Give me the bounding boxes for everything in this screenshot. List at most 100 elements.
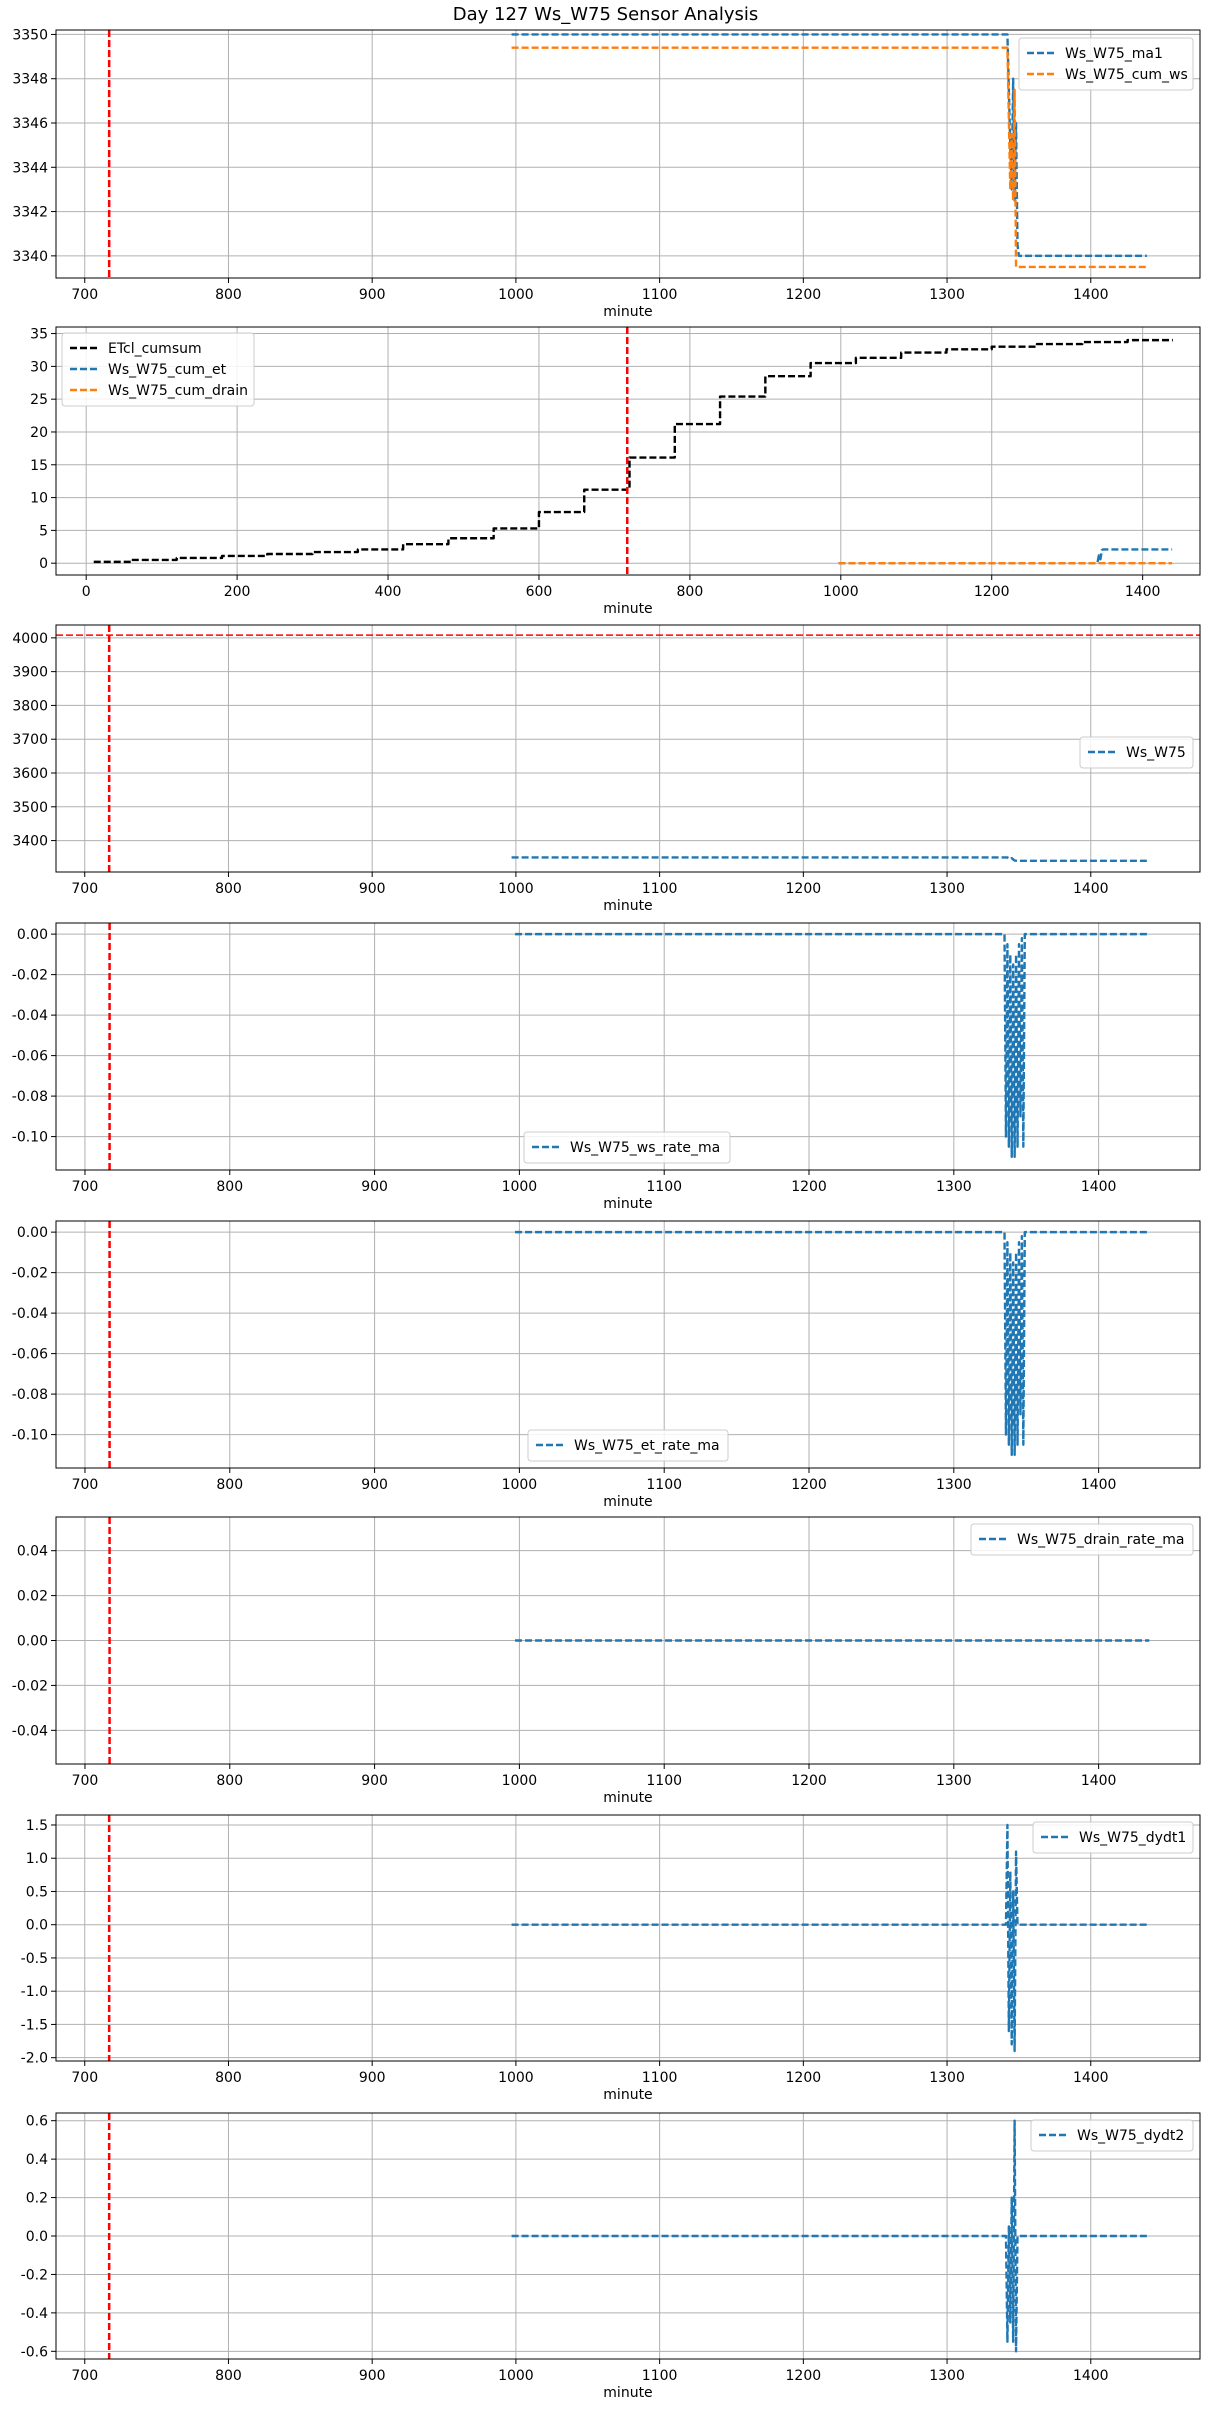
y-tick-label: -1.5 [21,2017,48,2033]
plot-area [107,30,1147,278]
x-axis-label: minute [603,601,652,617]
x-axis-label: minute [603,2087,652,2103]
y-tick-label: 1.0 [26,1851,48,1867]
x-tick-label: 1300 [936,1179,972,1195]
y-tick-label: -0.08 [12,1089,48,1105]
series-line-ws-w75-dydt1 [511,1823,1147,2053]
x-tick-label: 1100 [642,2070,678,2086]
axes-frame [55,922,1201,1171]
x-tick-label: 700 [71,2070,98,2086]
legend[interactable]: Ws_W75_dydt2 [1030,2119,1194,2152]
x-tick-label: 600 [526,584,553,600]
legend[interactable]: Ws_W75 [1079,736,1194,769]
x-tick-label: 900 [359,2368,386,2384]
y-tick-label: -0.2 [21,2267,48,2283]
x-tick-label: 1000 [498,287,534,303]
x-tick-label: 1000 [498,2070,534,2086]
legend-box [527,1429,729,1462]
x-tick-label: 800 [216,1179,243,1195]
x-tick-label: 700 [71,287,98,303]
plot-area [56,625,1200,872]
axes-frame [55,29,1201,279]
y-tick-label: 0.0 [26,1918,48,1934]
x-tick-label: 1400 [1125,584,1161,600]
x-tick-label: 1300 [929,2070,965,2086]
y-tick-label: 0.4 [26,2152,48,2168]
y-tick-label: -0.06 [12,1049,48,1065]
x-axis-label: minute [603,898,652,914]
y-tick-label: 1.5 [26,1818,48,1834]
x-tick-label: 700 [71,881,98,897]
y-tick-label: 20 [30,425,48,441]
x-tick-label: 700 [72,1773,99,1789]
x-tick-label: 800 [677,584,704,600]
x-tick-label: 900 [359,881,386,897]
y-tick-label: 0 [39,556,48,572]
y-tick-label: 0.04 [17,1544,48,1560]
legend-label: ETcl_cumsum [108,341,202,357]
legend[interactable]: Ws_W75_ma1 Ws_W75_cum_ws [1018,37,1194,91]
axes-frame [55,1220,1201,1469]
x-tick-label: 700 [72,1477,99,1493]
x-tick-label: 200 [224,584,251,600]
series-line-ws-w75-ws-rate-ma [515,932,1150,1159]
y-tick-label: 3600 [12,766,48,782]
series-line-etcl-cumsum [93,338,1173,564]
plot-area [108,1221,1150,1468]
y-tick-label: -1.0 [21,1984,48,2000]
y-tick-label: 3700 [12,732,48,748]
x-tick-label: 1100 [646,1773,682,1789]
legend-label: Ws_W75_cum_et [108,362,227,378]
x-tick-label: 1100 [642,2368,678,2384]
legend[interactable]: Ws_W75_ws_rate_ma [523,1131,731,1164]
y-tick-label: -0.5 [21,1951,48,1967]
legend-box [1030,2119,1194,2152]
legend[interactable]: Ws_W75_dydt1 [1032,1821,1194,1854]
y-tick-label: 3800 [12,698,48,714]
axes-frame [55,1814,1201,2062]
series-line-ws-w75-et-rate-ma [515,1230,1150,1457]
x-axis-label: minute [603,1196,652,1212]
x-tick-label: 1200 [786,2070,822,2086]
x-tick-label: 1000 [498,881,534,897]
y-tick-label: 3342 [12,205,48,221]
x-tick-label: 800 [216,1477,243,1493]
y-tick-label: 4000 [12,631,48,647]
x-tick-label: 1200 [791,1773,827,1789]
legend-label: Ws_W75_cum_drain [108,383,248,399]
subplot-7: 700 800 900 1000 1100 1200 1300 1400 -2.0 -1.5 -1.… [21,1814,1201,2103]
legend[interactable]: Ws_W75_et_rate_ma [527,1429,729,1462]
legend-label: Ws_W75_dydt1 [1079,1830,1186,1846]
legend-box [970,1523,1194,1556]
y-tick-label: -2.0 [21,2051,48,2067]
legend[interactable]: Ws_W75_drain_rate_ma [970,1523,1194,1556]
y-tick-label: 3900 [12,665,48,681]
x-tick-label: 1100 [646,1179,682,1195]
x-tick-label: 900 [359,287,386,303]
x-tick-label: 700 [72,1179,99,1195]
x-tick-label: 1100 [642,881,678,897]
y-tick-label: 0.6 [26,2114,48,2130]
x-tick-label: 800 [215,2070,242,2086]
x-axis-label: minute [603,2385,652,2401]
x-tick-label: 1300 [936,1477,972,1493]
x-tick-label: 900 [361,1773,388,1789]
x-tick-label: 1200 [786,881,822,897]
legend-label: Ws_W75_cum_ws [1065,67,1188,83]
y-tick-label: 10 [30,491,48,507]
y-tick-label: 0.0 [26,2229,48,2245]
subplot-5: 700 800 900 1000 1100 1200 1300 1400 0.00 -0.02 -0… [12,1220,1201,1510]
x-tick-label: 1300 [929,881,965,897]
y-tick-label: -0.4 [21,2306,48,2322]
legend-box [1018,37,1194,91]
y-tick-label: 0.5 [26,1884,48,1900]
legend[interactable]: ETcl_cumsum Ws_W75_cum_et Ws_W75_cum_drain [61,332,255,407]
x-tick-label: 900 [361,1179,388,1195]
y-tick-label: 0.00 [17,1634,48,1650]
x-tick-label: 1200 [786,287,822,303]
x-axis-label: minute [603,1494,652,1510]
x-tick-label: 800 [215,2368,242,2384]
subplot-8: 700 800 900 1000 1100 1200 1300 1400 -0.6 -0.4 -0.… [21,2112,1201,2401]
series-line-ws-w75-cum-et [838,548,1173,565]
